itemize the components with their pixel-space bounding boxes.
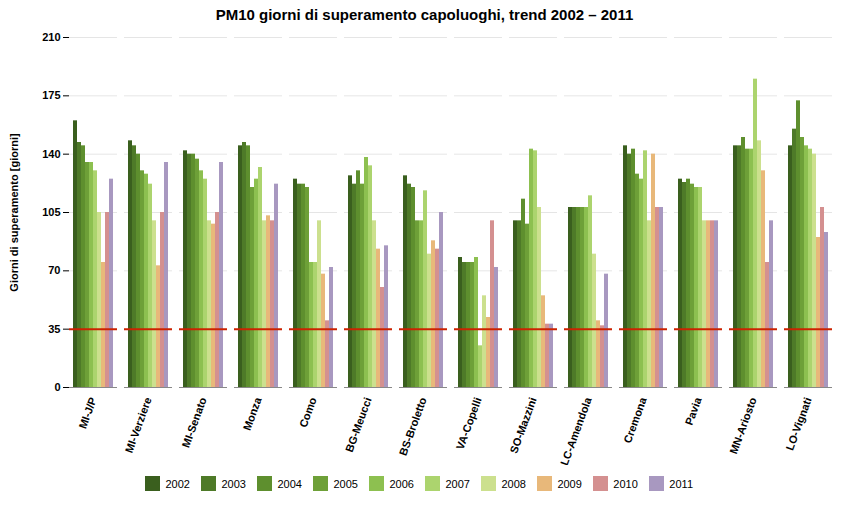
svg-text:LC-Amendola: LC-Amendola — [558, 395, 594, 465]
svg-text:LO-Vignati: LO-Vignati — [783, 396, 813, 452]
html-text:2002: 2002 — [165, 477, 190, 490]
svg-text:35: 35 — [48, 323, 60, 335]
svg-text:BS-Broletto: BS-Broletto — [397, 395, 429, 457]
html-text:2010: 2010 — [613, 477, 638, 490]
svg-text:BG-Meucci: BG-Meucci — [343, 396, 374, 454]
svg-text:Monza: Monza — [241, 395, 264, 432]
html-text:2007: 2007 — [445, 477, 470, 490]
svg-text:Pavia: Pavia — [683, 395, 704, 427]
svg-text:105: 105 — [42, 206, 60, 218]
svg-text:Giorni di superamento [giorni]: Giorni di superamento [giorni] — [8, 133, 20, 292]
svg-text:VA-Copelli: VA-Copelli — [454, 396, 484, 452]
html-text:2008: 2008 — [501, 477, 526, 490]
svg-text:SO-Mazzini: SO-Mazzini — [507, 396, 538, 455]
svg-text:210: 210 — [42, 31, 60, 43]
svg-text:MI-Verziere: MI-Verziere — [123, 396, 154, 455]
html-text:2011: 2011 — [669, 477, 693, 490]
html-text:2003: 2003 — [221, 477, 246, 490]
html-text:2006: 2006 — [389, 477, 414, 490]
html-text:2009: 2009 — [557, 477, 582, 490]
svg-text:140: 140 — [42, 148, 60, 160]
svg-text:MN-Ariosto: MN-Ariosto — [727, 395, 759, 455]
svg-text:0: 0 — [54, 381, 60, 393]
html-text:2004: 2004 — [277, 477, 302, 490]
svg-text:70: 70 — [48, 264, 60, 276]
html-text:2005: 2005 — [333, 477, 358, 490]
html-text:PM10 giorni di superamento cap: PM10 giorni di superamento capoluoghi, t… — [215, 6, 634, 23]
svg-text:175: 175 — [42, 89, 60, 101]
svg-text:Cremona: Cremona — [621, 395, 649, 445]
svg-text:Como: Como — [297, 395, 319, 429]
svg-text:MI-Senato: MI-Senato — [179, 395, 208, 449]
svg-text:MI-J/P: MI-J/P — [76, 396, 98, 431]
